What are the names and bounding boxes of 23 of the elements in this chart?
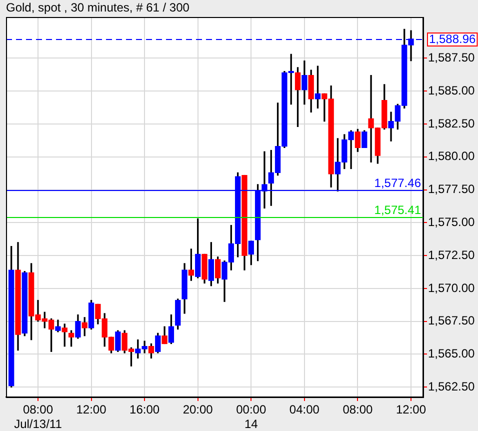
x-tick-label: 08:00 [342,402,374,417]
x-tick-label: 20:00 [182,402,214,417]
x-tick-label: 12:00 [76,402,107,417]
y-tick-label: 1,577.50 [428,182,476,196]
y-tick-label: 1,570.00 [428,280,476,295]
y-tick-label: 1,567.50 [428,314,476,328]
x-tick-label: 16:00 [130,402,160,417]
chart-title: Gold, spot , 30 minutes, # 61 / 300 [6,0,190,15]
y-tick-label: 1,565.00 [428,346,476,361]
y-tick-label: 1,562.50 [428,379,476,394]
x-tick-label: 12:00 [396,402,426,417]
y-tick-label: 1,585.00 [428,83,476,98]
x-tick-label: 04:00 [289,402,320,417]
ref-line-label: 1,588.96 [429,32,476,46]
ref-line-label: 1,575.41 [374,202,422,217]
x-tick-label: 00:00 14 [236,402,266,431]
y-tick-label: 1,587.50 [428,50,476,64]
x-tick-label: 08:00 Jul/13/11 [14,402,62,431]
y-tick-label: 1,572.50 [428,248,476,262]
ref-line-label: 1,577.46 [374,176,422,190]
y-tick-label: 1,580.00 [428,149,476,164]
y-tick-label: 1,582.50 [428,116,476,130]
y-tick-label: 1,575.00 [428,214,476,229]
